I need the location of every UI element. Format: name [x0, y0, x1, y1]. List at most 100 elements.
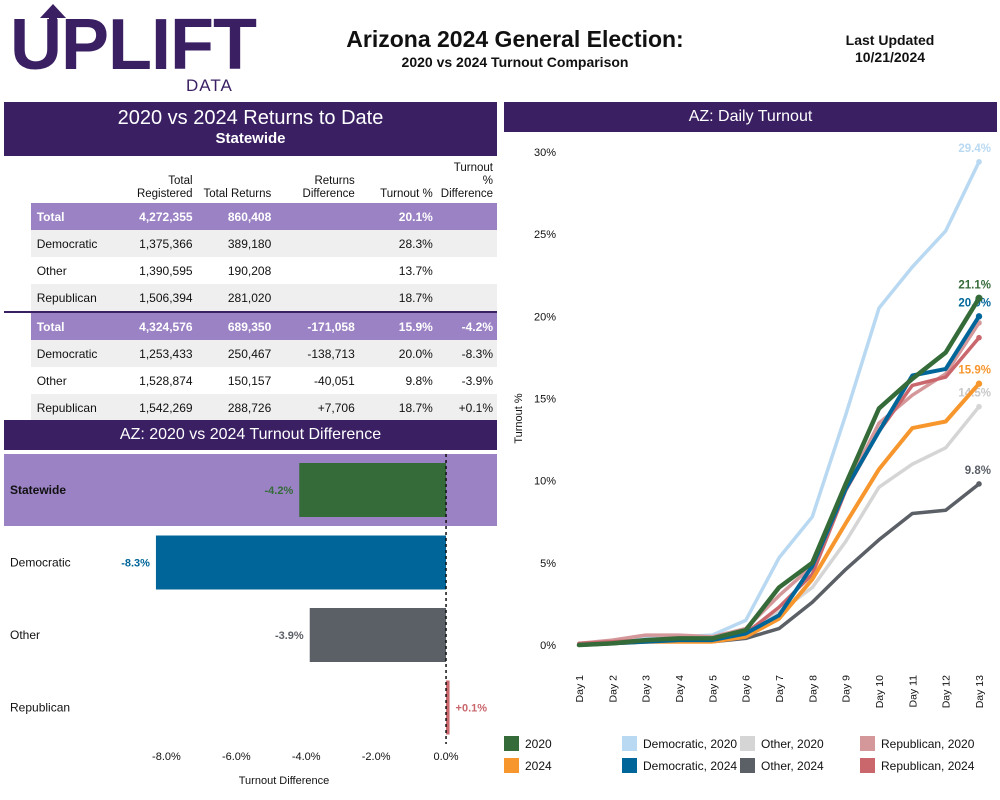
x-tick-label: -2.0% — [362, 751, 391, 763]
legend-swatch — [740, 736, 755, 751]
data-point — [911, 265, 914, 269]
turnout-difference-chart: Statewide -4.2% Democratic -8.3% Other -3.9% R… — [4, 454, 497, 787]
data-point — [911, 512, 914, 515]
data-point — [944, 351, 947, 354]
end-label: 29.4% — [958, 143, 991, 155]
legend-item: Other, 2020 — [740, 736, 824, 751]
data-point — [811, 561, 814, 565]
cell-ret-diff — [275, 257, 358, 284]
legend-item: Democratic, 2024 — [622, 758, 737, 773]
cell-returns: 250,467 — [196, 340, 276, 367]
data-point — [777, 594, 781, 597]
data-point — [977, 405, 981, 408]
cell-returns: 860,408 — [196, 203, 276, 230]
legend-label: Other, 2024 — [761, 758, 824, 773]
table-total-row: 2024 Total 4,324,576 689,350 -171,058 15.9% -4… — [4, 311, 497, 421]
data-point — [877, 407, 881, 410]
data-point — [944, 367, 947, 371]
data-point — [944, 420, 947, 423]
legend-swatch — [860, 758, 875, 773]
cell-returns: 288,726 — [196, 394, 276, 421]
x-tick-label: Day 9 — [841, 675, 853, 703]
data-point — [844, 413, 847, 417]
returns-subtitle: Statewide — [215, 130, 286, 147]
data-point — [877, 486, 881, 489]
end-label: 9.8% — [965, 465, 991, 477]
cell-registered: 1,542,269 — [120, 394, 197, 421]
table-row: Other 1,528,874 150,157 -40,051 9.8% -3.9% — [4, 367, 497, 394]
cell-turnout-diff: -3.9% — [461, 373, 493, 388]
data-label: -4.2% — [264, 485, 293, 497]
row-label: Democratic — [30, 230, 121, 257]
x-tick-label: Day 7 — [774, 675, 786, 703]
col-header: Total Registered — [136, 175, 193, 200]
bar — [446, 680, 450, 735]
y-axis-title: Turnout % — [513, 393, 525, 444]
data-point — [944, 446, 947, 449]
data-point — [844, 482, 847, 486]
data-point — [844, 522, 847, 525]
data-point — [911, 463, 914, 466]
legend-label: Democratic, 2024 — [643, 758, 738, 773]
data-point — [977, 482, 981, 486]
row-label: Other — [36, 373, 67, 388]
row-label: Total — [30, 311, 121, 340]
category-label: Statewide — [10, 483, 66, 497]
last-updated: Last Updated 10/21/2024 — [820, 32, 960, 66]
x-tick-label: Day 4 — [674, 675, 686, 703]
data-point — [911, 377, 914, 380]
page-title: Arizona 2024 General Election: — [346, 26, 684, 52]
cell-returns: 190,208 — [227, 263, 272, 278]
logo-arrow-icon — [40, 4, 66, 34]
cell-registered: 4,272,355 — [120, 203, 197, 230]
legend-swatch — [860, 736, 875, 751]
col-header: Total Returns — [203, 188, 272, 200]
cell-ret-diff: -40,051 — [314, 373, 355, 388]
data-point — [811, 586, 814, 589]
cell-registered: 1,390,595 — [139, 263, 193, 278]
data-point — [877, 467, 881, 471]
cell-turnout-diff: +0.1% — [436, 394, 497, 421]
legend-swatch — [622, 736, 637, 751]
logo: UPLIFT — [10, 5, 257, 85]
data-point — [777, 556, 781, 560]
data-point — [877, 430, 881, 433]
cell-registered: 1,506,394 — [120, 284, 197, 312]
last-updated-label: Last Updated — [845, 32, 935, 48]
x-tick-label: Day 6 — [741, 675, 753, 703]
col-header: Turnout % Difference — [440, 162, 494, 200]
table-row: Democratic 1,375,366 389,180 28.3% — [4, 230, 497, 257]
legend-swatch — [622, 758, 637, 773]
data-point — [644, 638, 647, 642]
data-point — [577, 643, 581, 647]
legend-item: Republican, 2024 — [860, 758, 974, 773]
x-tick-label: 0.0% — [433, 751, 458, 763]
legend-item: Republican, 2020 — [860, 736, 974, 751]
data-point — [644, 633, 647, 637]
cell-turnout: 20.0% — [358, 340, 437, 367]
cell-ret-diff — [275, 284, 359, 312]
legend-item: 2020 — [504, 736, 552, 751]
x-tick-label: -4.0% — [292, 751, 321, 763]
data-label: -3.9% — [275, 630, 304, 642]
series-line — [577, 160, 981, 646]
legend-label: Democratic, 2020 — [643, 736, 738, 751]
data-point — [977, 321, 981, 325]
cell-turnout: 13.7% — [398, 263, 433, 278]
cell-ret-diff: +7,706 — [275, 394, 359, 421]
bar — [155, 535, 447, 590]
data-point — [877, 538, 881, 542]
data-point — [877, 306, 881, 310]
daily-chart-title: AZ: Daily Turnout — [504, 102, 997, 132]
series-line — [576, 296, 982, 648]
data-point — [677, 633, 681, 637]
x-tick-label: Day 3 — [641, 675, 653, 703]
data-point — [844, 540, 847, 543]
data-point — [677, 637, 681, 640]
cell-ret-diff — [275, 230, 359, 257]
legend-swatch — [740, 758, 755, 773]
x-tick-label: Day 11 — [907, 675, 919, 708]
y-tick-label: 20% — [534, 311, 556, 323]
cell-turnout-diff — [436, 203, 497, 230]
row-label: Republican — [30, 284, 121, 312]
